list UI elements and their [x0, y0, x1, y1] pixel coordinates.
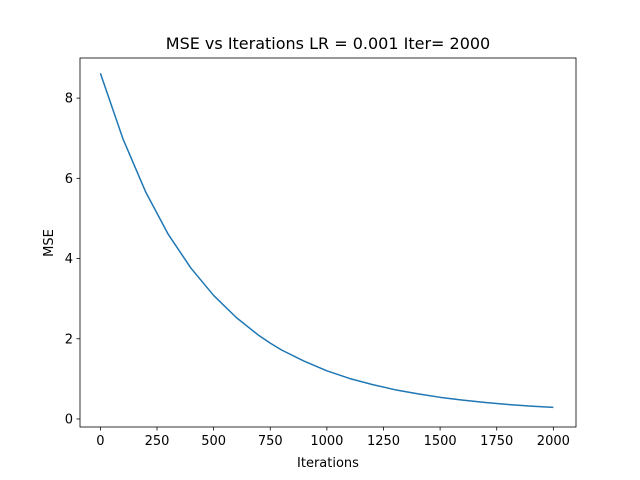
y-tick-label: 8	[65, 92, 73, 107]
x-tick-label: 2000	[537, 434, 570, 449]
x-tick-label: 1750	[480, 434, 513, 449]
y-axis-label: MSE	[42, 229, 57, 257]
x-tick-label: 0	[96, 434, 104, 449]
series-line-0	[99, 72, 554, 409]
axes-frame	[79, 57, 577, 428]
chart-title: MSE vs Iterations LR = 0.001 Iter= 2000	[166, 34, 490, 53]
x-tick-label: 1250	[367, 434, 400, 449]
y-tick-label: 6	[65, 172, 73, 187]
x-tick-label: 250	[145, 434, 170, 449]
y-tick-label: 4	[65, 252, 73, 267]
x-tick-label: 750	[258, 434, 283, 449]
y-tick-label: 2	[65, 332, 73, 347]
x-axis-label: Iterations	[297, 456, 359, 471]
x-tick-label: 500	[201, 434, 226, 449]
x-tick-label: 1000	[310, 434, 343, 449]
y-tick-label: 0	[65, 412, 73, 427]
plot-area: 0 250 500 750 1000 1250 1500 1750 2000 0 2 4 6 8	[65, 57, 577, 449]
x-tick-label: 1500	[424, 434, 457, 449]
